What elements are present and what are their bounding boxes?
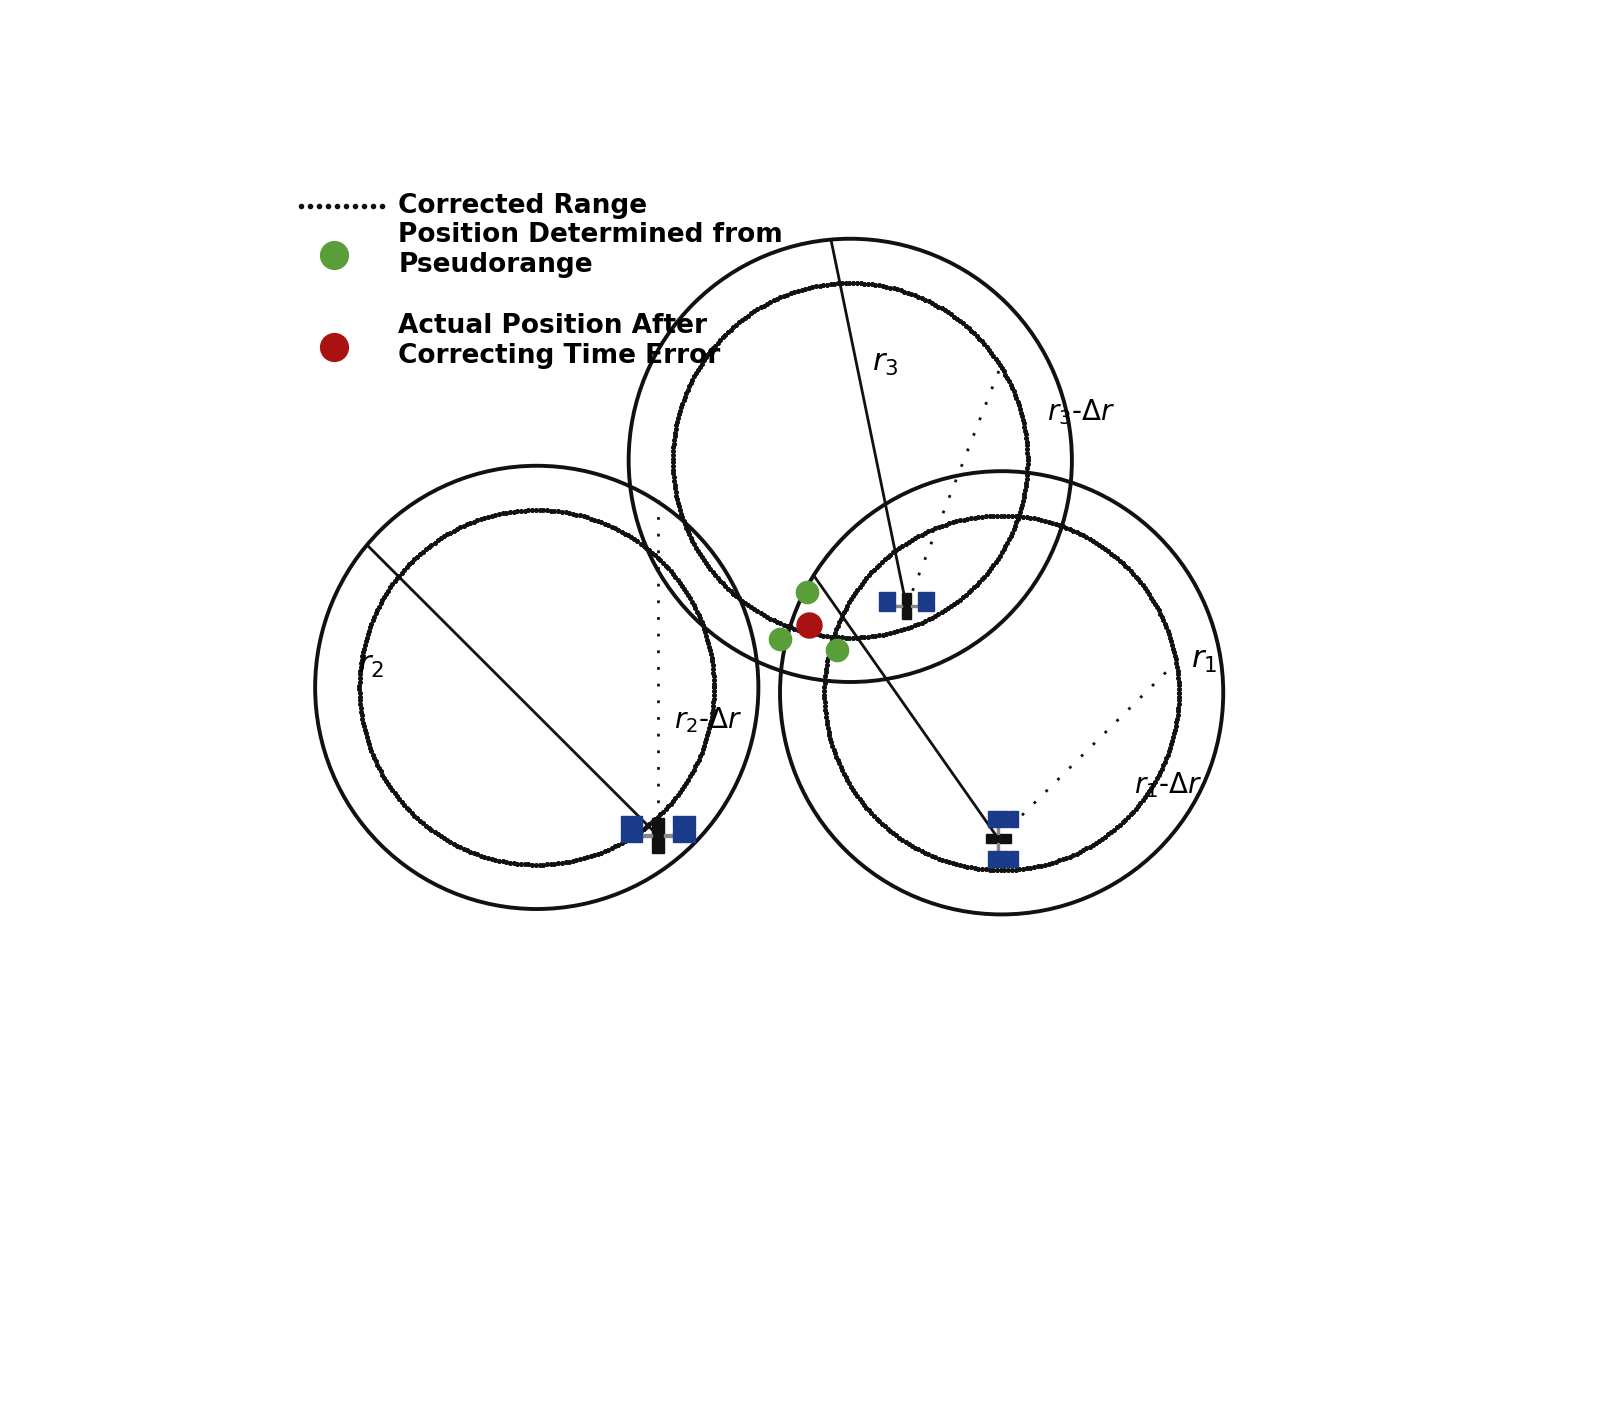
Bar [918,591,934,601]
Bar [1008,812,1018,827]
Bar [997,844,1000,851]
Bar [642,834,653,837]
Text: $r_2$-$\Delta r$: $r_2$-$\Delta r$ [674,705,742,734]
Bar [998,851,1008,866]
Text: Corrected Range: Corrected Range [398,194,648,219]
Bar [674,816,694,828]
Bar [674,830,694,842]
Text: $r_3$: $r_3$ [872,348,898,378]
Bar [621,830,642,842]
Bar [989,812,998,827]
Bar [986,834,1011,844]
Text: $r_3$-$\Delta r$: $r_3$-$\Delta r$ [1046,397,1115,427]
Bar [878,602,894,612]
Bar [1008,851,1018,866]
Bar [878,591,894,601]
Bar [621,816,642,828]
Text: $r_2$: $r_2$ [358,651,384,681]
Bar [998,812,1008,827]
Bar [989,851,998,866]
Text: $r_1$: $r_1$ [1190,646,1218,675]
Bar [653,819,664,852]
Bar [918,602,934,612]
Text: Position Determined from
Pseudorange: Position Determined from Pseudorange [398,222,782,278]
Bar [664,834,674,837]
Bar [902,594,910,619]
Bar [997,827,1000,834]
Text: Actual Position After
Correcting Time Error: Actual Position After Correcting Time Er… [398,313,720,369]
Bar [894,605,902,608]
Text: $r_1$-$\Delta r$: $r_1$-$\Delta r$ [1133,769,1202,800]
Bar [910,605,918,608]
